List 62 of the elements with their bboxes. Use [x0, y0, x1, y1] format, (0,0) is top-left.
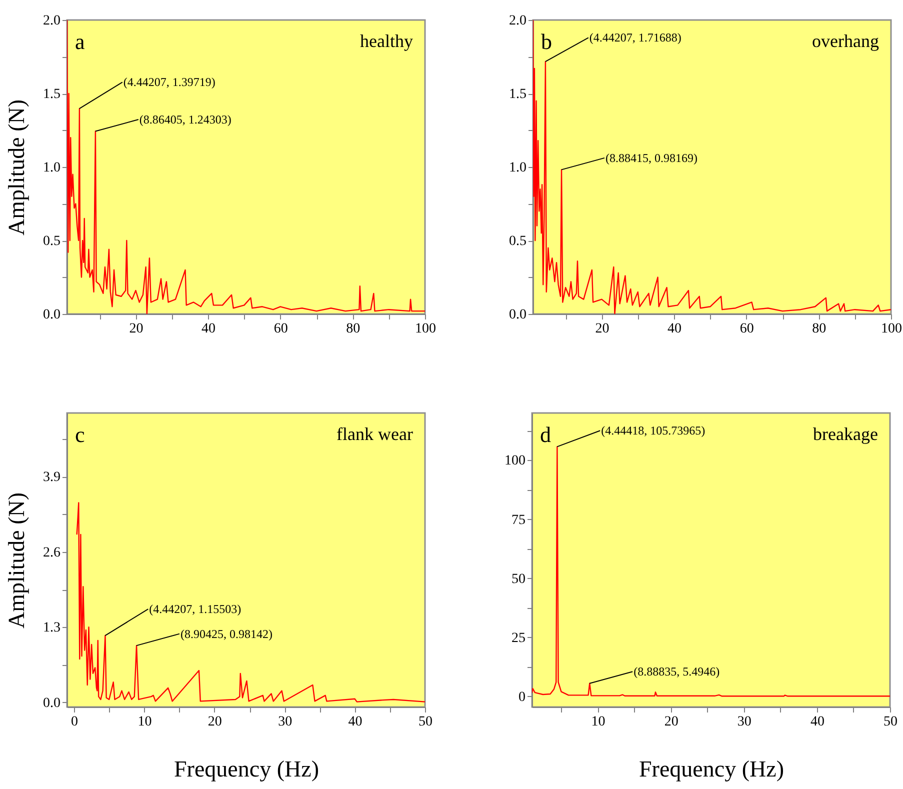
- x-axis-title: Frequency (Hz): [639, 756, 784, 782]
- y-tick-label: 2.6: [43, 545, 60, 560]
- x-tick-label: 20: [129, 322, 144, 336]
- y-tick-label: 1.5: [509, 87, 526, 102]
- x-tick-label: 20: [664, 714, 678, 730]
- y-tick-label: 0.0: [43, 308, 60, 322]
- y-axis-title: Amplitude (N): [4, 99, 29, 236]
- y-tick-label: 50: [512, 572, 526, 587]
- y-tick-label: 1.0: [509, 160, 526, 176]
- annotation: (8.88415, 0.98169): [605, 150, 698, 165]
- x-tick-label: 80: [812, 322, 826, 336]
- y-axis-title: Amplitude (N): [4, 492, 29, 629]
- text: overhang: [812, 31, 879, 51]
- y-tick-label: 0.5: [43, 234, 60, 249]
- y-tick-label: 2.0: [43, 14, 60, 28]
- line-series: [532, 446, 890, 697]
- y-tick-label: 75: [512, 512, 526, 528]
- x-tick-label: 40: [348, 714, 362, 730]
- x-tick-label: 100: [881, 322, 902, 336]
- text: healthy: [360, 31, 413, 51]
- line-series: [76, 502, 425, 702]
- annotation: (8.86405, 1.24303): [139, 112, 232, 127]
- chart-title: a: [75, 29, 85, 54]
- y-tick-label: 1.0: [43, 160, 60, 176]
- annotation: (4.44207, 1.71688): [589, 30, 682, 45]
- y-tick-label: 3.9: [43, 470, 60, 486]
- annotation: (8.88835, 5.4946): [634, 664, 720, 679]
- x-axis-title: Frequency (Hz): [174, 756, 319, 782]
- x-tick-label: 80: [346, 322, 360, 336]
- y-tick-label: 0.0: [43, 696, 60, 711]
- chart-title: c: [75, 422, 85, 447]
- x-tick-label: 20: [208, 714, 222, 730]
- x-tick-label: 10: [591, 714, 606, 730]
- chart-title: b: [541, 29, 552, 54]
- y-tick-label: 25: [512, 630, 526, 646]
- x-tick-label: 0: [71, 714, 78, 730]
- annotation: (4.44207, 1.15503): [149, 602, 242, 616]
- x-tick-label: 60: [274, 322, 288, 336]
- y-tick-label: 0.5: [509, 234, 526, 249]
- x-tick-label: 30: [737, 714, 752, 730]
- x-tick-label: 50: [418, 714, 432, 730]
- x-tick-label: 40: [202, 322, 216, 336]
- y-tick-label: 1.3: [43, 620, 60, 636]
- annotation: (8.90425, 0.98142): [180, 626, 272, 641]
- chart-title: d: [540, 422, 551, 447]
- x-tick-label: 40: [810, 714, 824, 730]
- x-tick-label: 40: [668, 322, 682, 336]
- x-tick-label: 10: [138, 714, 152, 730]
- y-tick-label: 1.5: [43, 87, 60, 102]
- x-tick-label: 60: [740, 322, 754, 336]
- x-tick-label: 50: [884, 714, 898, 730]
- y-tick-label: 0: [518, 690, 526, 705]
- x-tick-label: 100: [415, 322, 436, 336]
- y-tick-label: 100: [504, 454, 526, 469]
- y-tick-label: 0.0: [509, 308, 526, 322]
- text: flank wear: [336, 424, 413, 444]
- annotation: (4.44207, 1.39719): [123, 75, 216, 90]
- annotation: (4.44418, 105.73965): [601, 424, 706, 438]
- x-tick-label: 20: [595, 322, 610, 336]
- text: breakage: [813, 424, 878, 444]
- x-tick-label: 30: [278, 714, 292, 730]
- y-tick-label: 2.0: [509, 14, 526, 28]
